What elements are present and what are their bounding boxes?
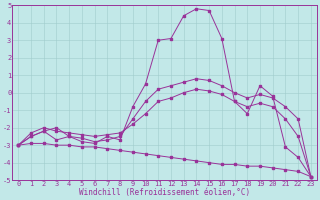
X-axis label: Windchill (Refroidissement éolien,°C): Windchill (Refroidissement éolien,°C)	[79, 188, 250, 197]
